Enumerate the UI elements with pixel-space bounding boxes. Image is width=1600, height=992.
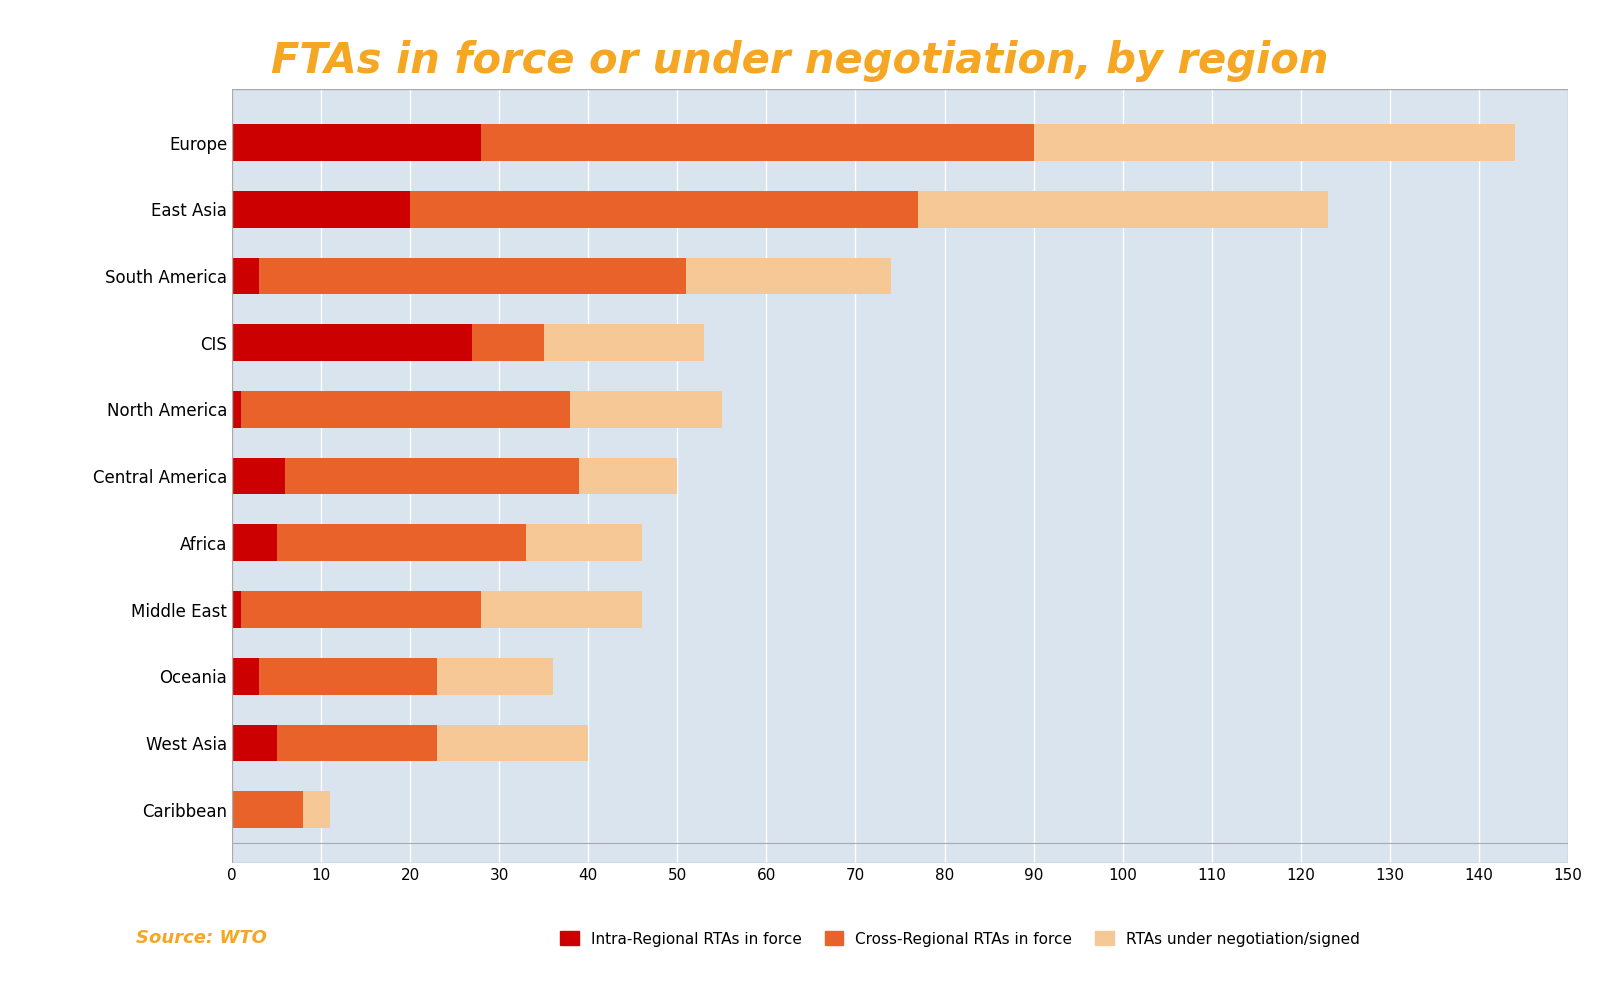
Bar (232, 191, 410, 228)
Bar (232, 258, 259, 295)
Bar (526, 525, 642, 561)
Bar (579, 458, 677, 494)
Bar (277, 525, 526, 561)
Bar (304, 792, 330, 828)
Bar (437, 658, 552, 694)
Bar (259, 658, 437, 694)
Bar (232, 658, 259, 694)
Bar (259, 258, 686, 295)
Bar (232, 591, 242, 628)
Bar (232, 792, 304, 828)
Bar (410, 191, 918, 228)
Bar (472, 324, 544, 361)
Bar (285, 458, 579, 494)
Bar (1034, 124, 1515, 161)
Bar (482, 124, 1034, 161)
Legend: Intra-Regional RTAs in force, Cross-Regional RTAs in force, RTAs under negotiati: Intra-Regional RTAs in force, Cross-Regi… (554, 926, 1366, 952)
Bar (482, 591, 642, 628)
Text: FTAs in force or under negotiation, by region: FTAs in force or under negotiation, by r… (272, 40, 1328, 81)
Bar (544, 324, 704, 361)
Bar (232, 525, 277, 561)
Bar (571, 391, 722, 428)
Bar (242, 391, 571, 428)
Bar (277, 724, 437, 761)
Text: Source: WTO: Source: WTO (136, 930, 267, 947)
Bar (232, 391, 242, 428)
Bar (686, 258, 891, 295)
Bar (232, 724, 277, 761)
Bar (437, 724, 589, 761)
Bar (242, 591, 482, 628)
Bar (232, 458, 285, 494)
Bar (918, 191, 1328, 228)
Bar (232, 324, 472, 361)
Bar (232, 124, 482, 161)
